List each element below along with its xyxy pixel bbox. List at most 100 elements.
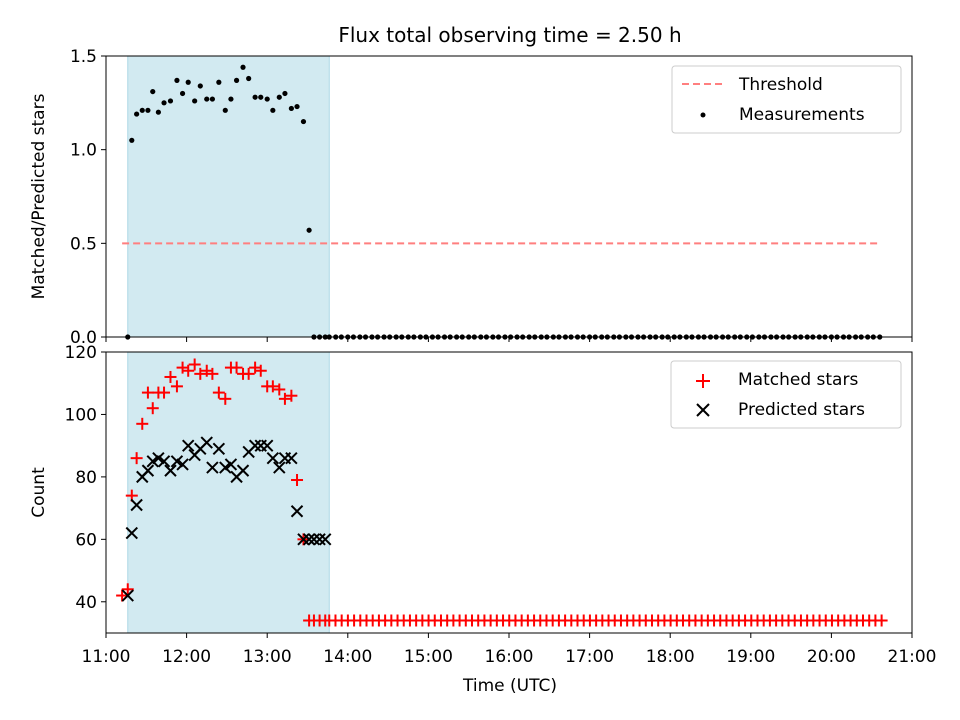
bottom-legend-box bbox=[670, 360, 902, 429]
y-tick-label: 100 bbox=[65, 405, 97, 425]
top-y-axis-label: Matched/Predicted stars bbox=[29, 93, 49, 299]
chart-title: Flux total observing time = 2.50 h bbox=[338, 23, 681, 47]
measurement-point bbox=[139, 107, 145, 113]
legend-predicted-label: Predicted stars bbox=[738, 400, 865, 420]
legend-matched-label: Matched stars bbox=[738, 370, 858, 390]
predicted-star-point bbox=[297, 533, 310, 546]
predicted-star-point bbox=[319, 533, 332, 546]
predicted-star-point bbox=[313, 533, 326, 546]
measurement-point bbox=[209, 96, 215, 102]
matched-star-point bbox=[116, 589, 129, 602]
predicted-star-point bbox=[176, 458, 189, 471]
bottom-x-ticks: 11:00 12:00 13:00 14:00 15:00 16:00 17:00 18:00… bbox=[82, 633, 937, 667]
measurement-point bbox=[145, 107, 151, 113]
measurement-point bbox=[252, 94, 258, 100]
matched-star-point bbox=[291, 474, 304, 487]
predicted-star-point bbox=[146, 455, 159, 468]
y-tick-label: 40 bbox=[75, 593, 97, 613]
measurement-point bbox=[246, 75, 252, 82]
predicted-star-point bbox=[302, 533, 316, 546]
top-x-ticks bbox=[105, 337, 913, 342]
top-legend-box bbox=[671, 65, 902, 134]
legend-measurements-label: Measurements bbox=[739, 105, 865, 125]
predicted-star-point bbox=[248, 439, 262, 452]
measurement-point bbox=[197, 83, 203, 89]
measurement-point bbox=[216, 79, 222, 85]
measurement-point bbox=[233, 77, 240, 83]
measurement-point bbox=[276, 94, 282, 100]
y-tick-label: 1.0 bbox=[70, 141, 97, 161]
predicted-star-point bbox=[266, 451, 280, 465]
y-tick-label: 120 bbox=[65, 343, 97, 363]
y-tick-label: 0.5 bbox=[70, 234, 97, 254]
matched-star-point bbox=[130, 452, 143, 465]
matched-star-point bbox=[182, 364, 195, 377]
matched-star-point bbox=[164, 370, 177, 383]
measurement-point bbox=[161, 100, 167, 106]
predicted-star-point bbox=[206, 461, 219, 474]
bottom-legend: Matched stars Predicted stars bbox=[670, 360, 902, 429]
predicted-star-point bbox=[285, 451, 298, 465]
predicted-star-point bbox=[121, 589, 134, 602]
predicted-star-point bbox=[236, 464, 250, 477]
x-axis-label: Time (UTC) bbox=[462, 676, 557, 696]
measurement-point bbox=[179, 90, 186, 97]
x-tick-label: 12:00 bbox=[162, 647, 211, 667]
measurement-point bbox=[222, 107, 228, 113]
predicted-star-point bbox=[224, 458, 238, 471]
matched-star-point bbox=[254, 364, 267, 377]
measurement-point bbox=[264, 96, 270, 102]
x-tick-label: 21:00 bbox=[888, 647, 937, 667]
matched-star-point bbox=[266, 380, 279, 393]
measurement-point bbox=[228, 96, 234, 102]
measurement-point bbox=[150, 88, 156, 95]
matched-star-point bbox=[141, 386, 154, 399]
y-tick-label: 0.0 bbox=[70, 328, 97, 348]
predicted-star-point bbox=[141, 464, 155, 477]
measurement-point bbox=[282, 90, 288, 97]
x-tick-label: 16:00 bbox=[485, 647, 534, 667]
measurement-point bbox=[288, 105, 294, 112]
measurement-point bbox=[270, 107, 276, 113]
matched-star-point bbox=[194, 367, 207, 380]
matched-star-point bbox=[121, 583, 134, 596]
measurement-point bbox=[155, 109, 161, 115]
y-tick-label: 60 bbox=[75, 530, 97, 550]
legend-predicted-swatch bbox=[696, 403, 710, 417]
predicted-star-point bbox=[152, 451, 165, 465]
x-tick-label: 15:00 bbox=[404, 647, 453, 667]
predicted-star-point bbox=[200, 436, 213, 449]
legend-measurements-swatch bbox=[700, 112, 706, 118]
predicted-star-point bbox=[260, 439, 274, 452]
y-tick-label: 1.5 bbox=[70, 47, 97, 67]
measurement-point bbox=[192, 98, 198, 104]
measurement-point bbox=[240, 64, 246, 70]
predicted-star-point bbox=[157, 455, 171, 468]
x-tick-label: 13:00 bbox=[243, 647, 292, 667]
predicted-star-point bbox=[290, 505, 304, 518]
matched-star-point bbox=[212, 386, 225, 399]
y-tick-label: 80 bbox=[75, 468, 97, 488]
predicted-star-point bbox=[164, 464, 177, 477]
predicted-star-point bbox=[307, 533, 321, 546]
matched-star-point bbox=[242, 367, 255, 380]
matched-star-point bbox=[875, 614, 888, 627]
matched-star-point bbox=[158, 386, 171, 399]
bottom-matched-stars bbox=[116, 358, 888, 627]
x-tick-label: 17:00 bbox=[565, 647, 614, 667]
predicted-star-point bbox=[130, 498, 143, 512]
top-y-ticks: 0.0 0.5 1.0 1.5 bbox=[70, 47, 106, 348]
measurement-point bbox=[294, 103, 300, 110]
top-shaded-span bbox=[127, 55, 330, 338]
predicted-star-point bbox=[273, 461, 286, 474]
measurement-point bbox=[167, 98, 174, 104]
matched-star-point bbox=[136, 417, 149, 430]
bottom-predicted-stars bbox=[121, 436, 332, 602]
predicted-star-point bbox=[212, 442, 226, 455]
measurement-point bbox=[174, 77, 180, 83]
x-tick-label: 19:00 bbox=[726, 647, 775, 667]
measurement-point bbox=[129, 137, 135, 143]
matched-star-point bbox=[146, 402, 159, 415]
x-tick-label: 14:00 bbox=[323, 647, 372, 667]
